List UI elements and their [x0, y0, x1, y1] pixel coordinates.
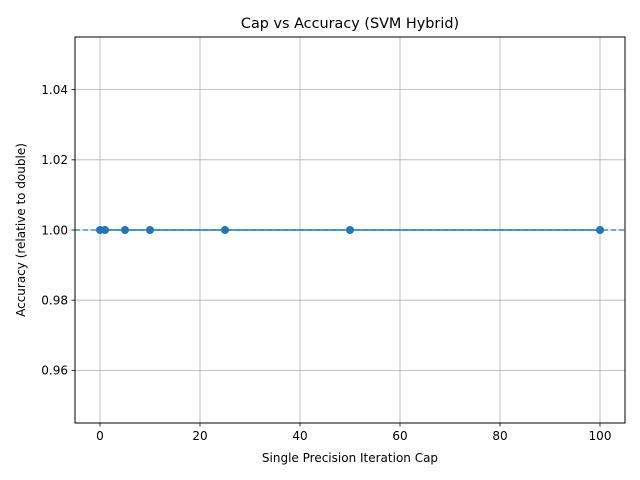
data-point — [146, 226, 154, 234]
x-tick-label: 20 — [192, 429, 207, 443]
ticks: 0 20 40 60 80 100 0.96 0.98 1.00 1.02 1.04 — [41, 83, 611, 443]
x-tick-label: 100 — [589, 429, 612, 443]
series-layer — [75, 226, 625, 234]
x-tick-label: 0 — [96, 429, 104, 443]
y-axis-label: Accuracy (relative to double) — [14, 143, 28, 317]
y-tick-label: 0.98 — [41, 293, 68, 307]
y-tick-label: 1.00 — [41, 223, 68, 237]
x-tick-label: 40 — [292, 429, 307, 443]
chart-title: Cap vs Accuracy (SVM Hybrid) — [241, 16, 459, 32]
data-point — [596, 226, 604, 234]
data-point — [346, 226, 354, 234]
x-tick-label: 80 — [492, 429, 507, 443]
data-point — [121, 226, 129, 234]
y-tick-label: 1.04 — [41, 83, 68, 97]
data-point — [101, 226, 109, 234]
data-point — [221, 226, 229, 234]
y-tick-label: 0.96 — [41, 364, 68, 378]
x-axis-label: Single Precision Iteration Cap — [262, 451, 438, 465]
x-tick-label: 60 — [392, 429, 407, 443]
y-tick-label: 1.02 — [41, 153, 68, 167]
